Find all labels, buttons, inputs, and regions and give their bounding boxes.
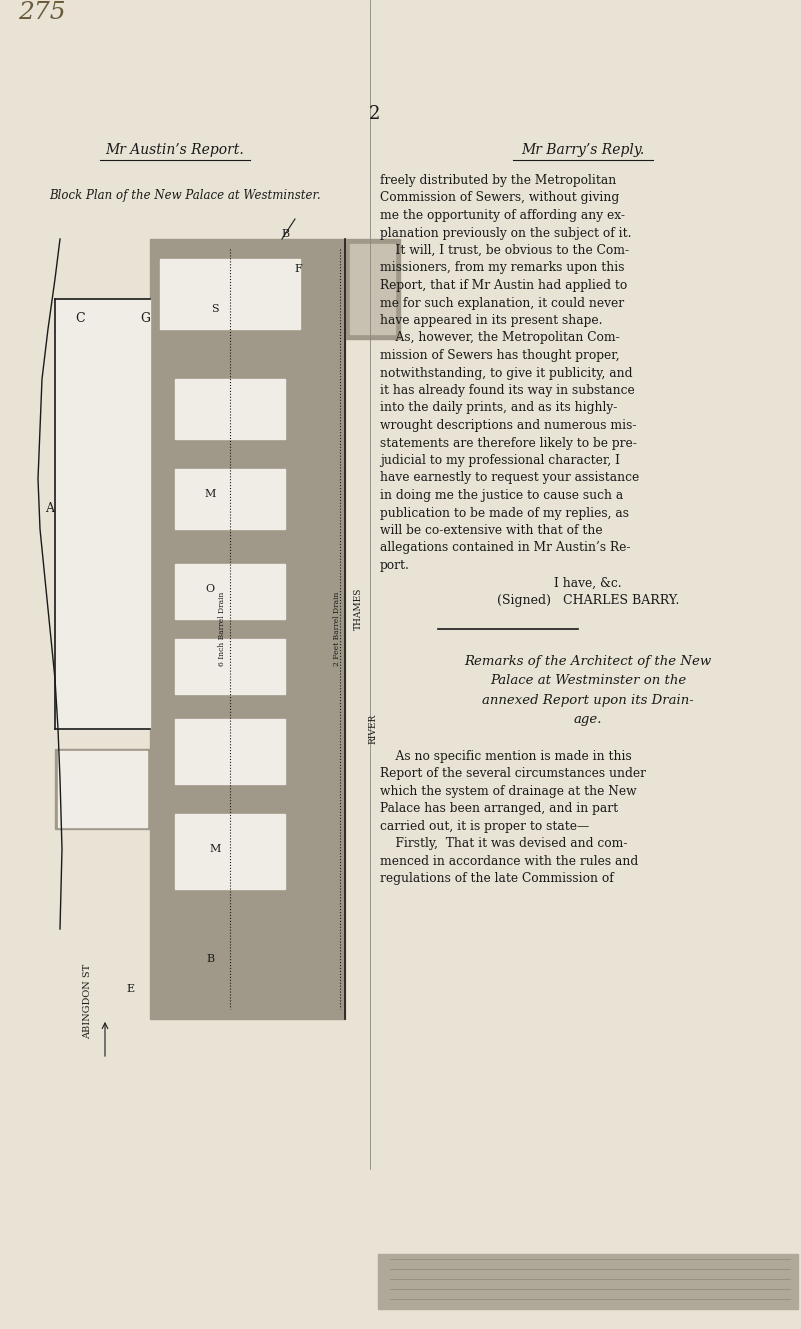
Text: Mr Austin’s Report.: Mr Austin’s Report. xyxy=(106,144,244,157)
Text: Firstly,  That it was devised and com-: Firstly, That it was devised and com- xyxy=(380,837,627,851)
Text: planation previously on the subject of it.: planation previously on the subject of i… xyxy=(380,226,631,239)
Text: into the daily prints, and as its highly-: into the daily prints, and as its highly… xyxy=(380,401,618,415)
Bar xyxy=(175,719,285,784)
Text: have appeared in its present shape.: have appeared in its present shape. xyxy=(380,314,602,327)
Text: which the system of drainage at the New: which the system of drainage at the New xyxy=(380,784,637,797)
Text: Palace has been arranged, and in part: Palace has been arranged, and in part xyxy=(380,803,618,815)
Text: notwithstanding, to give it publicity, and: notwithstanding, to give it publicity, a… xyxy=(380,367,633,380)
Text: carried out, it is proper to state—: carried out, it is proper to state— xyxy=(380,820,590,833)
Text: have earnestly to request your assistance: have earnestly to request your assistanc… xyxy=(380,472,639,485)
Text: wrought descriptions and numerous mis-: wrought descriptions and numerous mis- xyxy=(380,419,637,432)
Bar xyxy=(58,751,147,827)
Text: in doing me the justice to cause such a: in doing me the justice to cause such a xyxy=(380,489,623,502)
Text: Mr Barry’s Reply.: Mr Barry’s Reply. xyxy=(521,144,645,157)
Text: missioners, from my remarks upon this: missioners, from my remarks upon this xyxy=(380,262,625,275)
Bar xyxy=(350,245,395,334)
Bar xyxy=(150,239,345,1019)
Text: annexed Report upon its Drain-: annexed Report upon its Drain- xyxy=(482,694,694,707)
Text: M: M xyxy=(204,489,215,498)
Text: 2 Feet Barrel Drain: 2 Feet Barrel Drain xyxy=(333,591,341,666)
Text: 275: 275 xyxy=(18,1,66,24)
Text: menced in accordance with the rules and: menced in accordance with the rules and xyxy=(380,855,638,868)
Text: statements are therefore likely to be pre-: statements are therefore likely to be pr… xyxy=(380,436,637,449)
Text: It will, I trust, be obvious to the Com-: It will, I trust, be obvious to the Com- xyxy=(380,245,629,256)
Bar xyxy=(345,239,400,339)
Text: As no specific mention is made in this: As no specific mention is made in this xyxy=(380,750,632,763)
Text: B: B xyxy=(206,954,214,964)
Text: M: M xyxy=(209,844,221,855)
Text: Report of the several circumstances under: Report of the several circumstances unde… xyxy=(380,767,646,780)
Text: publication to be made of my replies, as: publication to be made of my replies, as xyxy=(380,506,629,520)
Text: judicial to my professional character, I: judicial to my professional character, I xyxy=(380,455,620,466)
Text: THAMES: THAMES xyxy=(353,587,363,630)
Text: me the opportunity of affording any ex-: me the opportunity of affording any ex- xyxy=(380,209,625,222)
Text: Block Plan of the New Palace at Westminster.: Block Plan of the New Palace at Westmins… xyxy=(49,189,321,202)
Text: B: B xyxy=(281,229,289,239)
Text: me for such explanation, it could never: me for such explanation, it could never xyxy=(380,296,624,310)
Bar xyxy=(175,379,285,439)
Bar xyxy=(175,563,285,619)
Bar xyxy=(175,639,285,694)
Bar xyxy=(55,299,150,730)
Text: it has already found its way in substance: it has already found its way in substanc… xyxy=(380,384,634,397)
Text: S: S xyxy=(211,304,219,314)
Text: As, however, the Metropolitan Com-: As, however, the Metropolitan Com- xyxy=(380,331,620,344)
Text: freely distributed by the Metropolitan: freely distributed by the Metropolitan xyxy=(380,174,616,187)
Text: A: A xyxy=(46,502,54,516)
Text: 2: 2 xyxy=(369,105,380,124)
Text: mission of Sewers has thought proper,: mission of Sewers has thought proper, xyxy=(380,350,620,361)
Text: 6 Inch Barrel Drain: 6 Inch Barrel Drain xyxy=(218,591,226,666)
Text: RIVER: RIVER xyxy=(368,714,377,744)
Text: will be co-extensive with that of the: will be co-extensive with that of the xyxy=(380,524,602,537)
Text: regulations of the late Commission of: regulations of the late Commission of xyxy=(380,872,614,885)
Text: Report, that if Mr Austin had applied to: Report, that if Mr Austin had applied to xyxy=(380,279,627,292)
Text: (Signed)   CHARLES BARRY.: (Signed) CHARLES BARRY. xyxy=(497,594,679,607)
Text: C: C xyxy=(75,312,85,326)
Text: I have, &c.: I have, &c. xyxy=(554,577,622,590)
Text: ABINGDON ST: ABINGDON ST xyxy=(83,964,92,1039)
Text: F: F xyxy=(294,264,302,274)
Bar xyxy=(160,259,300,330)
Text: Commission of Sewers, without giving: Commission of Sewers, without giving xyxy=(380,191,619,205)
Text: G: G xyxy=(140,312,150,326)
Bar xyxy=(175,469,285,529)
Bar xyxy=(55,750,150,829)
Text: O: O xyxy=(205,583,215,594)
Text: E: E xyxy=(126,983,134,994)
Text: age.: age. xyxy=(574,712,602,726)
Text: port.: port. xyxy=(380,560,410,571)
Text: allegations contained in Mr Austin’s Re-: allegations contained in Mr Austin’s Re- xyxy=(380,541,630,554)
Text: Palace at Westminster on the: Palace at Westminster on the xyxy=(490,675,686,687)
Bar xyxy=(378,1255,798,1309)
Bar xyxy=(175,813,285,889)
Text: Remarks of the Architect of the New: Remarks of the Architect of the New xyxy=(465,655,711,668)
